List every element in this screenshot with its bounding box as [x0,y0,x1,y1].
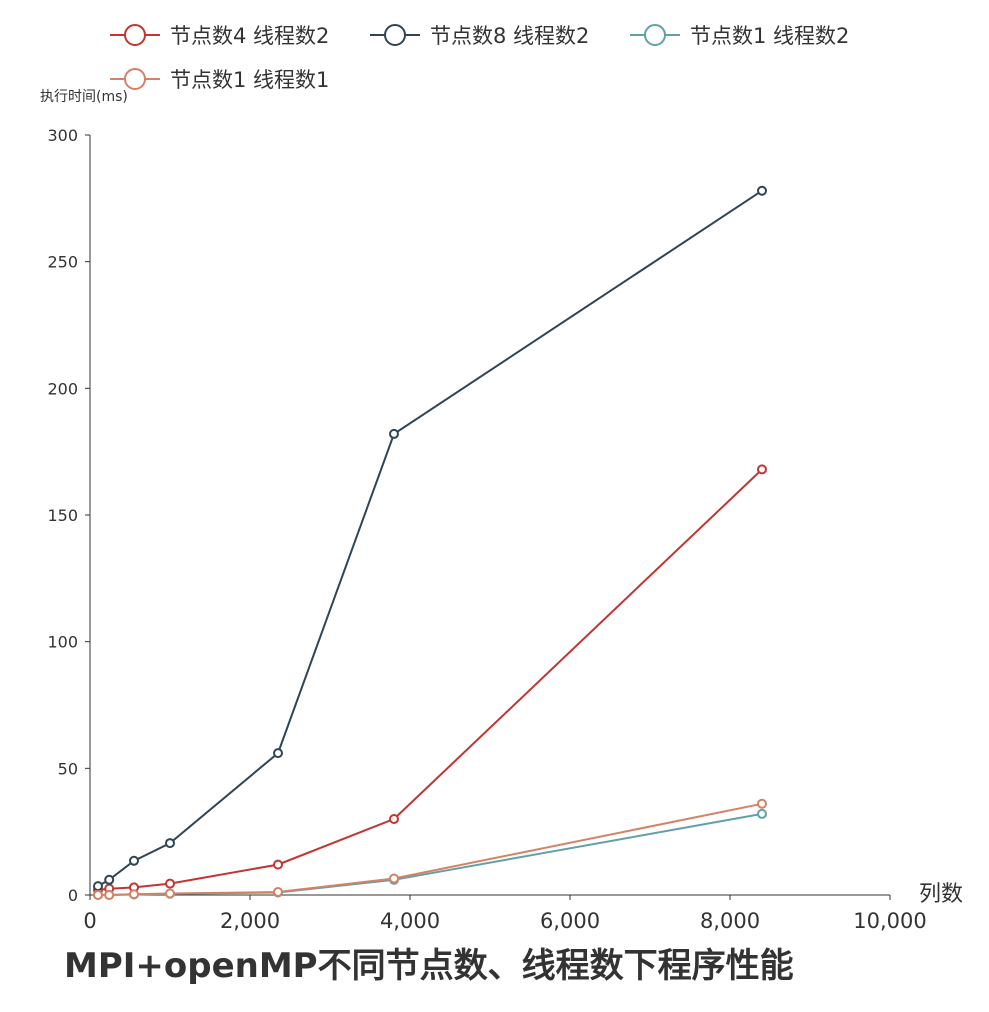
series-line [98,812,763,896]
y-tick-label: 100 [47,633,78,652]
data-point [273,886,283,897]
x-tick-label: 2,000 [220,909,280,933]
data-point [129,889,139,900]
axes: 0 50 100 150 200 250 300 0 2,000 4,000 6,000 8,000 1… [47,126,926,933]
x-axis-label: 列数 [919,882,963,907]
legend-marker [644,24,666,46]
data-point [389,814,399,824]
legend-item-3: 节点数1 线程数2 [630,24,849,48]
data-point [104,890,115,900]
x-tick-label: 0 [83,909,96,933]
data-point [757,185,767,196]
x-tick-label: 6,000 [540,909,600,933]
y-tick-label: 150 [47,506,78,525]
data-point [757,808,767,819]
legend-item-4: 节点数1 线程数1 [110,68,329,92]
legend-label: 节点数4 线程数2 [170,24,329,48]
y-tick-label: 300 [47,126,78,145]
series-1 [93,464,767,895]
series-line [97,189,763,887]
chart-title: MPI+openMP不同节点数、线程数下程序性能 [64,946,794,986]
legend-item-1: 节点数4 线程数2 [110,24,329,48]
y-axis-label: 执行时间(ms) [40,89,128,105]
data-point [165,838,175,849]
data-point [165,878,175,889]
series-line [97,468,763,891]
y-tick-label: 200 [47,379,78,398]
data-point [389,873,399,884]
series-line [98,802,763,896]
y-tick-label: 50 [58,759,78,778]
x-tick-label: 4,000 [380,909,440,933]
legend-item-2: 节点数8 线程数2 [370,24,589,48]
y-tick-label: 0 [68,886,78,905]
data-point [104,874,115,885]
data-point [757,798,767,809]
legend-label: 节点数1 线程数1 [170,68,329,92]
legend: 节点数4 线程数2 节点数8 线程数2 节点数1 线程数2 节点数1 线程数1 [110,24,849,92]
series-2 [93,185,767,892]
data-point [273,859,283,870]
data-point [129,855,139,866]
data-point [389,428,399,439]
data-point [757,464,767,475]
x-tick-label: 8,000 [700,909,760,933]
data-point [93,890,103,900]
legend-label: 节点数1 线程数2 [690,24,849,48]
y-tick-label: 250 [47,253,78,272]
legend-marker [124,68,146,90]
data-point [165,888,175,899]
legend-marker [384,24,406,46]
plot-area [93,185,767,900]
data-point [273,748,283,759]
series-4 [93,798,767,900]
x-tick-label: 10,000 [853,909,926,933]
legend-label: 节点数8 线程数2 [430,24,589,48]
data-point [93,881,103,892]
legend-marker [124,24,146,46]
